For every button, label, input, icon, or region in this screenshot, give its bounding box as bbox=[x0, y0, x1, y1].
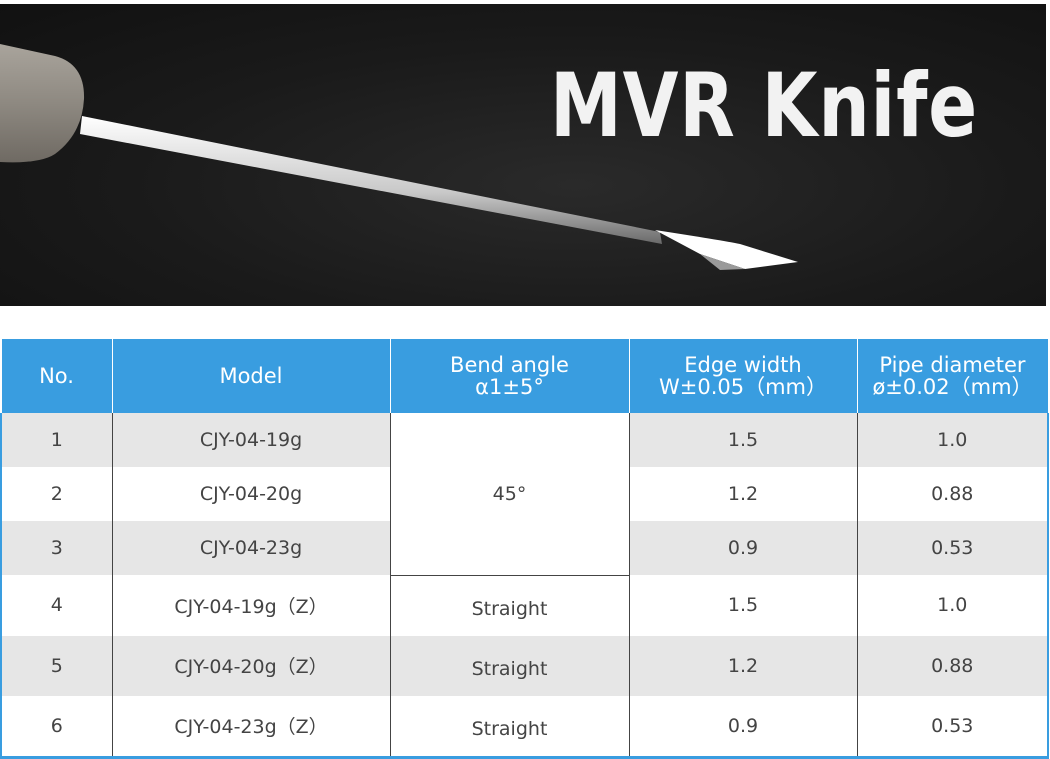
cell-edge-width: 1.5 bbox=[628, 413, 857, 467]
cell-model: CJY-04-23g（Z） bbox=[111, 695, 390, 759]
header-pipe-diameter: Pipe diameter ø±0.02（mm） bbox=[856, 339, 1049, 413]
header-model: Model bbox=[111, 339, 391, 413]
cell-bend-angle: Straight bbox=[389, 695, 629, 759]
cell-edge-width: 0.9 bbox=[628, 695, 857, 759]
cell-no: 1 bbox=[0, 413, 112, 467]
cell-pipe-diameter: 1.0 bbox=[856, 413, 1049, 467]
cell-pipe-diameter: 0.88 bbox=[856, 467, 1049, 521]
cell-pipe-diameter: 0.53 bbox=[856, 695, 1049, 759]
cell-model: CJY-04-23g bbox=[111, 521, 390, 575]
cell-edge-width: 1.2 bbox=[628, 467, 857, 521]
cell-pipe-diameter: 0.53 bbox=[856, 521, 1049, 575]
cell-edge-width: 0.9 bbox=[628, 521, 857, 575]
cell-bend-angle: Straight bbox=[389, 575, 629, 636]
table-row: 6 CJY-04-23g（Z） Straight 0.9 0.53 bbox=[0, 695, 1049, 759]
table-row: 3 CJY-04-23g 0.9 0.53 bbox=[0, 521, 1049, 575]
cell-bend-angle: Straight bbox=[389, 635, 629, 696]
cell-pipe-diameter: 1.0 bbox=[856, 575, 1049, 636]
header-bend-angle: Bend angle α1±5° bbox=[389, 339, 630, 413]
cell-model: CJY-04-19g bbox=[111, 413, 390, 467]
cell-no: 3 bbox=[0, 521, 112, 575]
cell-pipe-diameter: 0.88 bbox=[856, 635, 1049, 696]
table-row: 4 CJY-04-19g（Z） Straight 1.5 1.0 bbox=[0, 575, 1049, 636]
table-row: 1 CJY-04-19g 45° 1.5 1.0 bbox=[0, 413, 1049, 576]
knife-illustration bbox=[0, 44, 798, 270]
cell-model: CJY-04-19g（Z） bbox=[111, 575, 390, 636]
cell-model: CJY-04-20g bbox=[111, 467, 390, 521]
header-edge-width: Edge width W±0.05（mm） bbox=[628, 339, 858, 413]
product-banner: MVR Knife bbox=[0, 4, 1046, 306]
cell-no: 2 bbox=[0, 467, 112, 521]
spec-table: No. Model Bend angle α1±5° Edge width W±… bbox=[0, 339, 1049, 759]
header-row: No. Model Bend angle α1±5° Edge width W±… bbox=[0, 339, 1049, 413]
cell-edge-width: 1.2 bbox=[628, 635, 857, 696]
table-row: 5 CJY-04-20g（Z） Straight 1.2 0.88 bbox=[0, 635, 1049, 696]
table-row: 2 CJY-04-20g 1.2 0.88 bbox=[0, 467, 1049, 521]
cell-no: 6 bbox=[0, 695, 112, 759]
cell-bend-angle: 45° bbox=[389, 413, 629, 576]
banner-title: MVR Knife bbox=[549, 54, 978, 157]
header-no: No. bbox=[0, 339, 113, 413]
cell-model: CJY-04-20g（Z） bbox=[111, 635, 390, 696]
cell-no: 5 bbox=[0, 635, 112, 696]
cell-edge-width: 1.5 bbox=[628, 575, 857, 636]
cell-no: 4 bbox=[0, 575, 112, 636]
